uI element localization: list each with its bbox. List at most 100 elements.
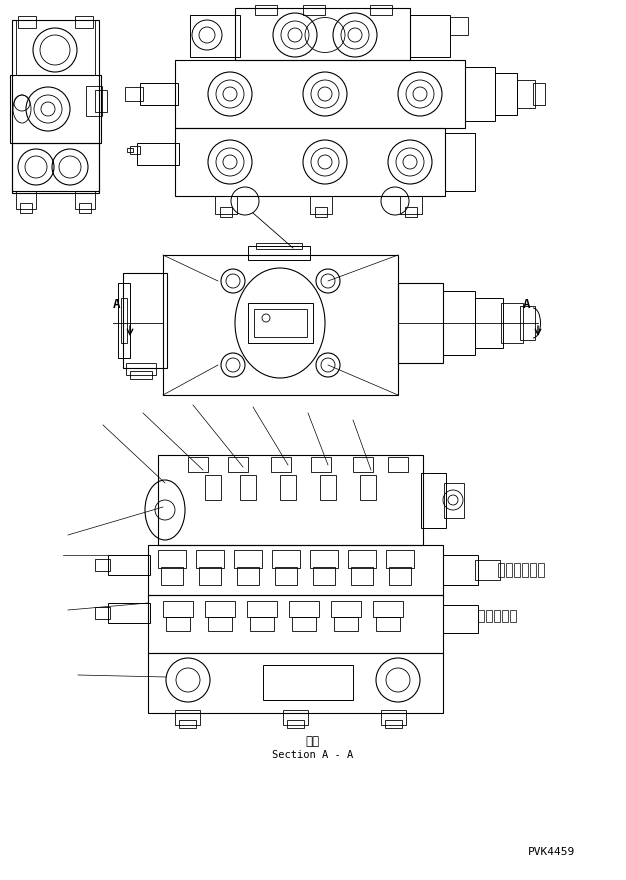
Bar bbox=[18, 16, 36, 28]
Bar bbox=[148, 545, 443, 595]
Bar bbox=[275, 567, 297, 585]
Bar bbox=[517, 80, 535, 108]
Bar bbox=[450, 17, 468, 35]
Bar bbox=[130, 146, 140, 154]
Bar bbox=[502, 610, 508, 622]
Bar bbox=[445, 133, 475, 191]
Bar bbox=[313, 567, 335, 585]
Bar bbox=[205, 475, 221, 500]
Bar bbox=[506, 563, 512, 577]
Text: 断面: 断面 bbox=[306, 735, 320, 748]
Bar bbox=[175, 710, 200, 725]
Bar bbox=[256, 243, 302, 249]
Bar bbox=[475, 298, 503, 348]
Bar bbox=[163, 255, 398, 395]
Bar bbox=[388, 457, 408, 472]
Bar bbox=[283, 710, 308, 725]
Bar bbox=[79, 203, 91, 213]
Bar bbox=[121, 298, 127, 343]
Bar bbox=[215, 196, 237, 214]
Bar bbox=[373, 601, 403, 617]
Bar bbox=[272, 550, 300, 568]
Bar bbox=[370, 5, 392, 15]
Bar bbox=[158, 455, 423, 545]
Bar bbox=[510, 610, 516, 622]
Bar bbox=[533, 83, 545, 105]
Bar bbox=[228, 457, 248, 472]
Bar bbox=[140, 83, 178, 105]
Bar bbox=[315, 207, 327, 217]
Bar bbox=[287, 720, 304, 728]
Bar bbox=[166, 617, 190, 631]
Bar bbox=[501, 303, 523, 343]
Bar bbox=[175, 60, 465, 128]
Bar bbox=[95, 559, 110, 571]
Bar bbox=[475, 560, 500, 580]
Bar bbox=[334, 617, 358, 631]
Text: PVK4459: PVK4459 bbox=[528, 847, 575, 857]
Bar bbox=[130, 371, 152, 379]
Bar bbox=[95, 90, 107, 112]
Bar bbox=[360, 475, 376, 500]
Bar bbox=[248, 246, 310, 260]
Bar bbox=[444, 483, 464, 518]
Bar bbox=[108, 555, 150, 575]
Bar bbox=[179, 720, 196, 728]
Bar bbox=[538, 563, 544, 577]
Text: Section A - A: Section A - A bbox=[272, 750, 354, 760]
Bar bbox=[386, 550, 414, 568]
Bar bbox=[220, 207, 232, 217]
Bar bbox=[351, 567, 373, 585]
Bar bbox=[389, 567, 411, 585]
Bar bbox=[163, 601, 193, 617]
Bar bbox=[161, 567, 183, 585]
Bar bbox=[271, 457, 291, 472]
Bar bbox=[16, 20, 95, 75]
Text: A: A bbox=[113, 298, 120, 311]
Bar bbox=[137, 143, 179, 165]
Bar bbox=[311, 457, 331, 472]
Bar bbox=[235, 8, 410, 60]
Bar bbox=[465, 67, 495, 121]
Bar bbox=[320, 475, 336, 500]
Bar bbox=[443, 605, 478, 633]
Bar bbox=[421, 473, 446, 528]
Bar bbox=[310, 196, 332, 214]
Bar bbox=[247, 601, 277, 617]
Bar bbox=[348, 550, 376, 568]
Bar bbox=[190, 15, 240, 57]
Bar bbox=[478, 610, 484, 622]
Bar bbox=[108, 603, 150, 623]
Bar bbox=[16, 191, 36, 209]
Bar bbox=[530, 563, 536, 577]
Bar bbox=[514, 563, 520, 577]
Bar bbox=[126, 363, 156, 375]
Bar bbox=[240, 475, 256, 500]
Bar bbox=[234, 550, 262, 568]
Bar bbox=[20, 203, 32, 213]
Bar bbox=[303, 5, 325, 15]
Bar bbox=[248, 303, 313, 343]
Bar bbox=[12, 143, 99, 191]
Bar bbox=[205, 601, 235, 617]
Bar bbox=[158, 550, 186, 568]
Bar bbox=[310, 550, 338, 568]
Bar bbox=[208, 617, 232, 631]
Bar bbox=[398, 283, 443, 363]
Bar bbox=[125, 87, 143, 101]
Bar bbox=[495, 73, 517, 115]
Bar bbox=[199, 567, 221, 585]
Bar bbox=[410, 15, 450, 57]
Bar bbox=[10, 75, 101, 143]
Bar bbox=[148, 653, 443, 713]
Bar bbox=[123, 273, 167, 368]
Bar bbox=[175, 128, 445, 196]
Text: A: A bbox=[523, 298, 530, 311]
Bar bbox=[237, 567, 259, 585]
Bar bbox=[196, 550, 224, 568]
Bar bbox=[254, 309, 307, 337]
Bar bbox=[95, 607, 110, 619]
Bar bbox=[405, 207, 417, 217]
Bar bbox=[118, 283, 130, 358]
Bar bbox=[486, 610, 492, 622]
